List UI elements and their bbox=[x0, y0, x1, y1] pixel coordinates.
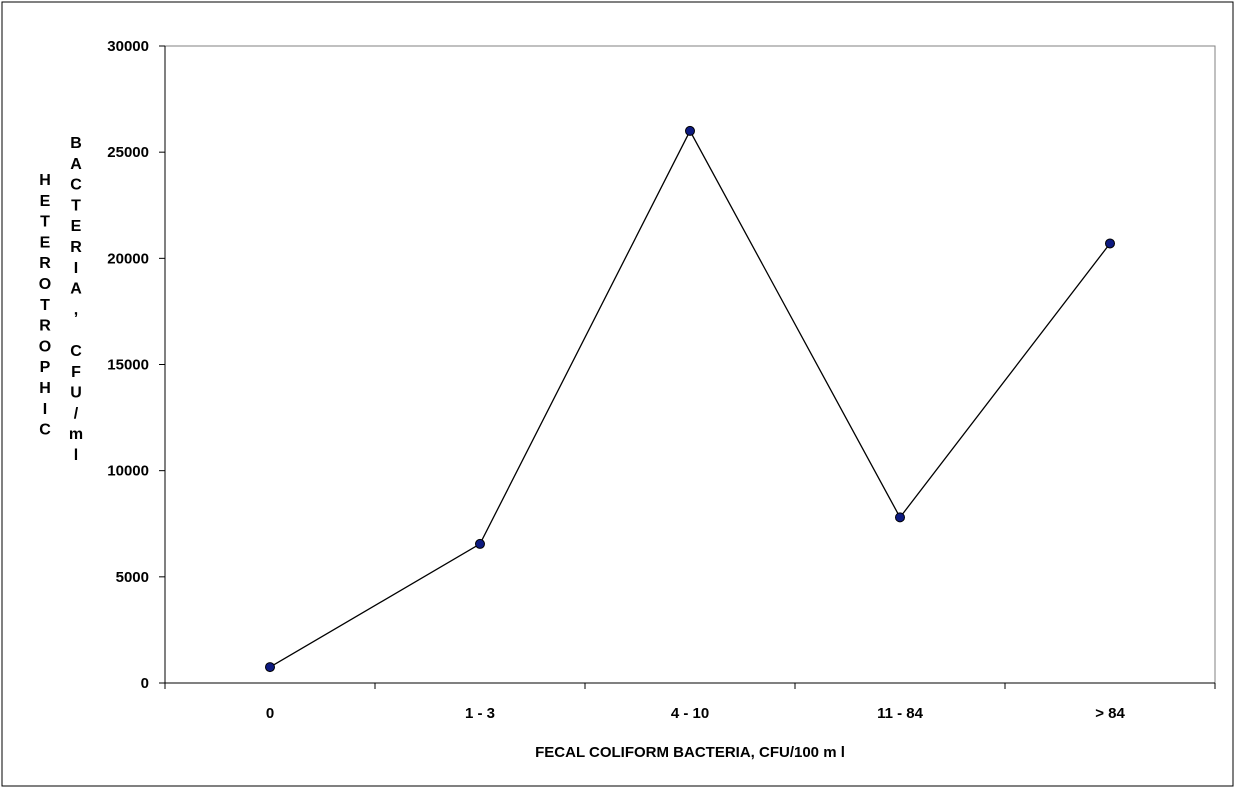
data-point bbox=[1105, 238, 1115, 249]
y-tick-label: 30000 bbox=[107, 38, 149, 55]
x-tick-label: 4 - 10 bbox=[671, 705, 709, 722]
y-tick-label: 15000 bbox=[107, 357, 149, 374]
x-axis-ticks: 0 1 - 3 4 - 10 11 - 84 > 84 bbox=[164, 683, 1216, 722]
y-tick-label: 10000 bbox=[107, 463, 149, 480]
y-tick-label: 5000 bbox=[116, 569, 149, 586]
data-point bbox=[475, 538, 485, 549]
series bbox=[265, 125, 1115, 673]
x-tick-label: 0 bbox=[266, 705, 274, 722]
data-point bbox=[265, 662, 275, 673]
y-axis-title: H E T E R O T R O P H I C B A C T E R I A, C F U / m l bbox=[39, 135, 83, 464]
data-point bbox=[685, 125, 695, 136]
data-point bbox=[895, 512, 905, 523]
x-tick-label: > 84 bbox=[1095, 705, 1125, 722]
x-tick-label: 11 - 84 bbox=[877, 705, 924, 722]
y-tick-label: 25000 bbox=[107, 144, 149, 161]
y-tick-label: 0 bbox=[141, 675, 149, 692]
y-axis-ticks: 0 5000 10000 15000 20000 25000 30000 bbox=[107, 38, 165, 692]
x-tick-label: 1 - 3 bbox=[465, 705, 495, 722]
y-tick-label: 20000 bbox=[107, 250, 149, 267]
x-axis-title: FECAL COLIFORM BACTERIA, CFU/100 m l bbox=[535, 744, 845, 761]
